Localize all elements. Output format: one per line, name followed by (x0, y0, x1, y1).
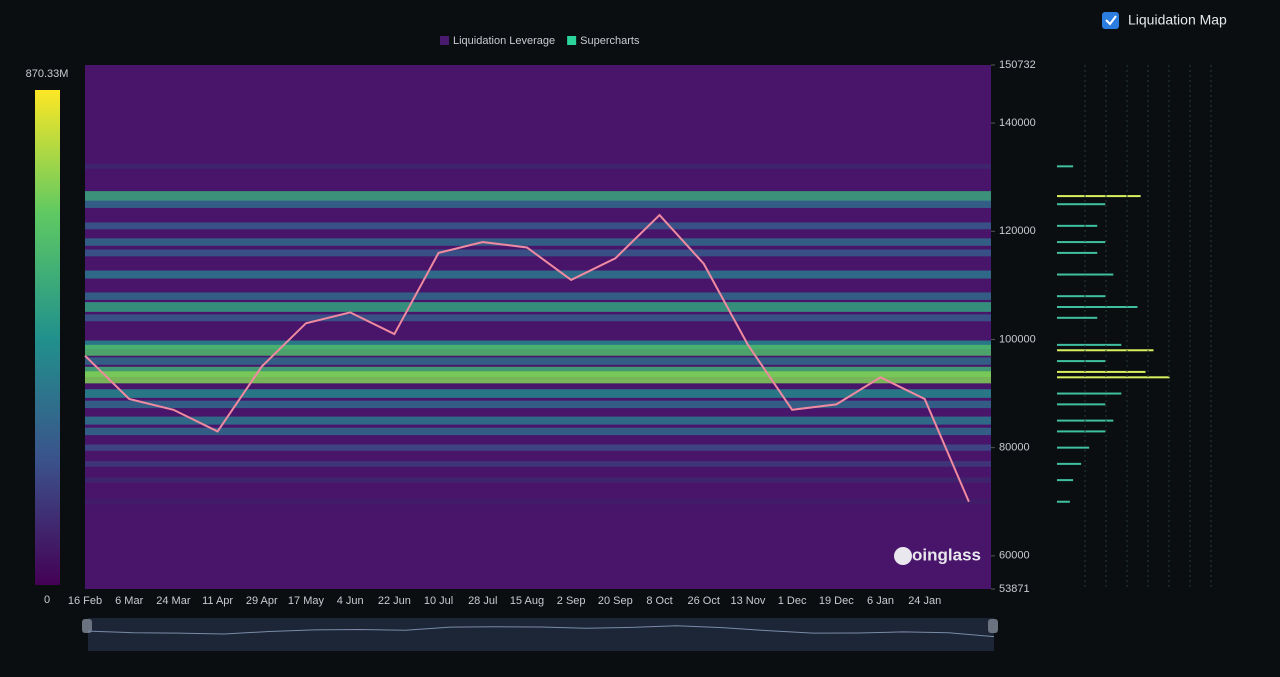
legend-label: Supercharts (580, 35, 640, 47)
profile-bar (1057, 295, 1106, 298)
liquidation-band (85, 400, 991, 409)
y-tick-label: 140000 (999, 117, 1036, 129)
liquidation-band (85, 371, 991, 384)
liquidation-band (85, 357, 991, 365)
y-tick-label: 53871 (999, 583, 1030, 595)
profile-bar (1057, 403, 1106, 406)
x-tick-label: 13 Nov (730, 595, 765, 607)
liquidation-band (85, 222, 991, 230)
profile-bar (1057, 392, 1122, 395)
liquidation-band (85, 249, 991, 257)
profile-bar (1057, 224, 1098, 227)
profile-bar (1057, 316, 1098, 319)
check-icon (1105, 15, 1117, 26)
liquidation-band (85, 499, 991, 505)
x-tick-label: 1 Dec (778, 595, 807, 607)
y-tick-label: 80000 (999, 442, 1030, 454)
liquidation-band (85, 416, 991, 425)
toggle-label[interactable]: Liquidation Map (1128, 12, 1227, 28)
slider-handle[interactable] (82, 619, 92, 633)
profile-bar (1057, 273, 1114, 276)
profile-bar (1057, 430, 1106, 433)
x-tick-label: 6 Jan (867, 595, 894, 607)
x-tick-label: 17 May (288, 595, 325, 607)
checkbox[interactable] (1102, 12, 1119, 29)
watermark: coinglass (903, 545, 981, 564)
profile-bar (1057, 305, 1138, 308)
x-tick-label: 16 Feb (68, 595, 102, 607)
x-tick-label: 4 Jun (337, 595, 364, 607)
liquidation-band (85, 314, 991, 322)
profile-bar (1057, 500, 1070, 503)
x-tick-label: 26 Oct (688, 595, 720, 607)
liquidation-band (85, 163, 991, 169)
liquidation-band (85, 389, 991, 398)
profile-bar (1057, 376, 1170, 379)
liquidation-band (85, 302, 991, 312)
profile-bar (1057, 251, 1098, 254)
watermark-logo (894, 547, 912, 565)
x-tick-label: 6 Mar (115, 595, 143, 607)
colorbar-tick-label: 870.33M (26, 68, 69, 80)
profile-bar (1057, 360, 1106, 363)
legend-swatch (567, 36, 577, 45)
x-tick-label: 19 Dec (819, 595, 854, 607)
profile-bar (1057, 165, 1074, 168)
y-tick-label: 100000 (999, 333, 1036, 345)
profile-bar (1057, 195, 1141, 198)
colorbar (35, 90, 60, 585)
overview-line (87, 625, 995, 638)
x-tick-label: 24 Mar (156, 595, 191, 607)
profile-bar (1057, 446, 1090, 449)
toggle[interactable]: Liquidation Map (1102, 12, 1227, 29)
liquidation-band (85, 477, 991, 483)
liquidation-band (85, 270, 991, 279)
liquidation-band (85, 238, 991, 246)
profile-bar (1057, 462, 1082, 465)
price-line (84, 213, 970, 503)
plot-area (85, 65, 991, 589)
x-tick-label: 28 Jul (468, 595, 497, 607)
profile-bar (1057, 370, 1146, 373)
y-tick-label: 120000 (999, 225, 1036, 237)
liquidation-band (85, 461, 991, 467)
legend-swatch (440, 36, 449, 45)
colorbar-tick-label: 0 (44, 594, 50, 606)
profile-bar (1057, 343, 1122, 346)
profile-bar (1057, 241, 1106, 244)
liquidation-band (85, 191, 991, 202)
range-slider[interactable] (88, 618, 994, 651)
liquidation-band (85, 427, 991, 436)
profile-bar (1057, 203, 1106, 206)
x-tick-label: 2 Sep (557, 595, 586, 607)
x-tick-label: 20 Sep (598, 595, 633, 607)
profile-bar (1057, 479, 1074, 482)
x-tick-label: 8 Oct (646, 595, 672, 607)
legend-label: Liquidation Leverage (453, 35, 555, 47)
slider-handle[interactable] (988, 619, 998, 633)
profile-bar (1057, 349, 1154, 352)
y-tick-label: 60000 (999, 550, 1030, 562)
x-tick-label: 11 Apr (202, 595, 233, 607)
x-tick-label: 24 Jan (908, 595, 941, 607)
liquidation-band (85, 444, 991, 451)
liquidation-band (85, 200, 991, 208)
x-tick-label: 22 Jun (378, 595, 411, 607)
x-tick-label: 10 Jul (424, 595, 453, 607)
y-tick-label: 150732 (999, 59, 1036, 71)
x-tick-label: 29 Apr (246, 595, 278, 607)
liquidation-band (85, 344, 991, 356)
x-tick-label: 15 Aug (510, 595, 544, 607)
liquidation-band (85, 292, 991, 300)
